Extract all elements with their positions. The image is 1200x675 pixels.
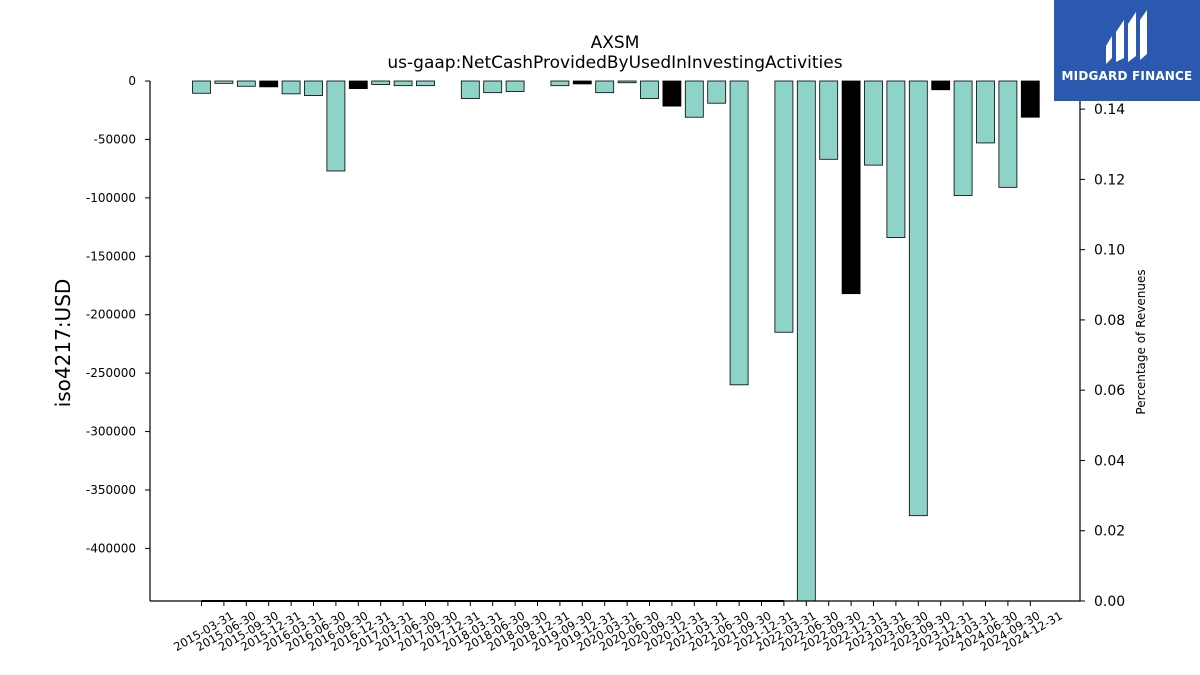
midgard-finance-logo: MIDGARD FINANCE	[1054, 0, 1200, 101]
chart-subtitle: us-gaap:NetCashProvidedByUsedInInvesting…	[387, 53, 842, 73]
bar	[662, 80, 682, 107]
bar	[460, 80, 480, 99]
bar	[886, 80, 906, 238]
bar	[595, 80, 615, 94]
y-tick-label: -250000	[86, 366, 136, 380]
bar	[774, 80, 794, 333]
bar	[908, 80, 928, 517]
bar	[416, 80, 435, 87]
bar	[236, 80, 256, 87]
bar	[483, 80, 503, 94]
bar	[550, 80, 570, 87]
bar	[192, 80, 211, 94]
plot-area: 0 -50000 -100000 -150000 -200000 -250000 -3000…	[86, 74, 1125, 654]
y-tick-label: -400000	[86, 541, 136, 555]
bar	[617, 80, 637, 84]
bar	[214, 80, 234, 84]
bar	[729, 80, 749, 386]
bar	[371, 80, 391, 85]
bar	[796, 80, 816, 602]
bar	[572, 80, 592, 85]
bar	[976, 80, 995, 144]
bar	[931, 80, 951, 91]
right-tick-label: 0.04	[1094, 453, 1125, 469]
bar	[841, 80, 861, 295]
y-axis-label: iso4217:USD	[51, 279, 75, 408]
right-tick-label: 0.06	[1094, 383, 1125, 399]
y-tick-label: -200000	[86, 308, 136, 322]
bar	[640, 80, 659, 99]
right-axis-label: Percentage of Revenues	[1134, 269, 1148, 414]
right-tick-label: 0.02	[1094, 524, 1125, 540]
bar	[505, 80, 525, 92]
y-tick-label: -50000	[93, 132, 136, 146]
bar	[281, 80, 301, 95]
right-tick-label: 0.14	[1094, 102, 1125, 118]
bar	[1020, 80, 1040, 118]
bar	[393, 80, 413, 87]
bar	[348, 80, 368, 89]
bar	[326, 80, 346, 172]
bar	[998, 80, 1018, 188]
chart-title: AXSM	[591, 33, 640, 53]
right-tick-label: 0.10	[1094, 243, 1125, 259]
logo-text: MIDGARD FINANCE	[1061, 69, 1193, 83]
bar	[684, 80, 704, 118]
y-tick-label: -350000	[86, 483, 136, 497]
bar	[707, 80, 727, 104]
bar	[304, 80, 323, 97]
bar	[259, 80, 279, 88]
right-tick-label: 0.00	[1094, 594, 1125, 610]
y-tick-label: -300000	[86, 425, 136, 439]
right-tick-label: 0.12	[1094, 172, 1125, 188]
logo-mark-icon	[1106, 10, 1147, 64]
bar	[819, 80, 839, 160]
y-tick-label: 0	[128, 74, 136, 88]
y-tick-label: -150000	[86, 249, 136, 263]
bar	[953, 80, 973, 196]
right-tick-label: 0.08	[1094, 313, 1125, 329]
bar	[864, 80, 883, 166]
y-tick-label: -100000	[86, 191, 136, 205]
